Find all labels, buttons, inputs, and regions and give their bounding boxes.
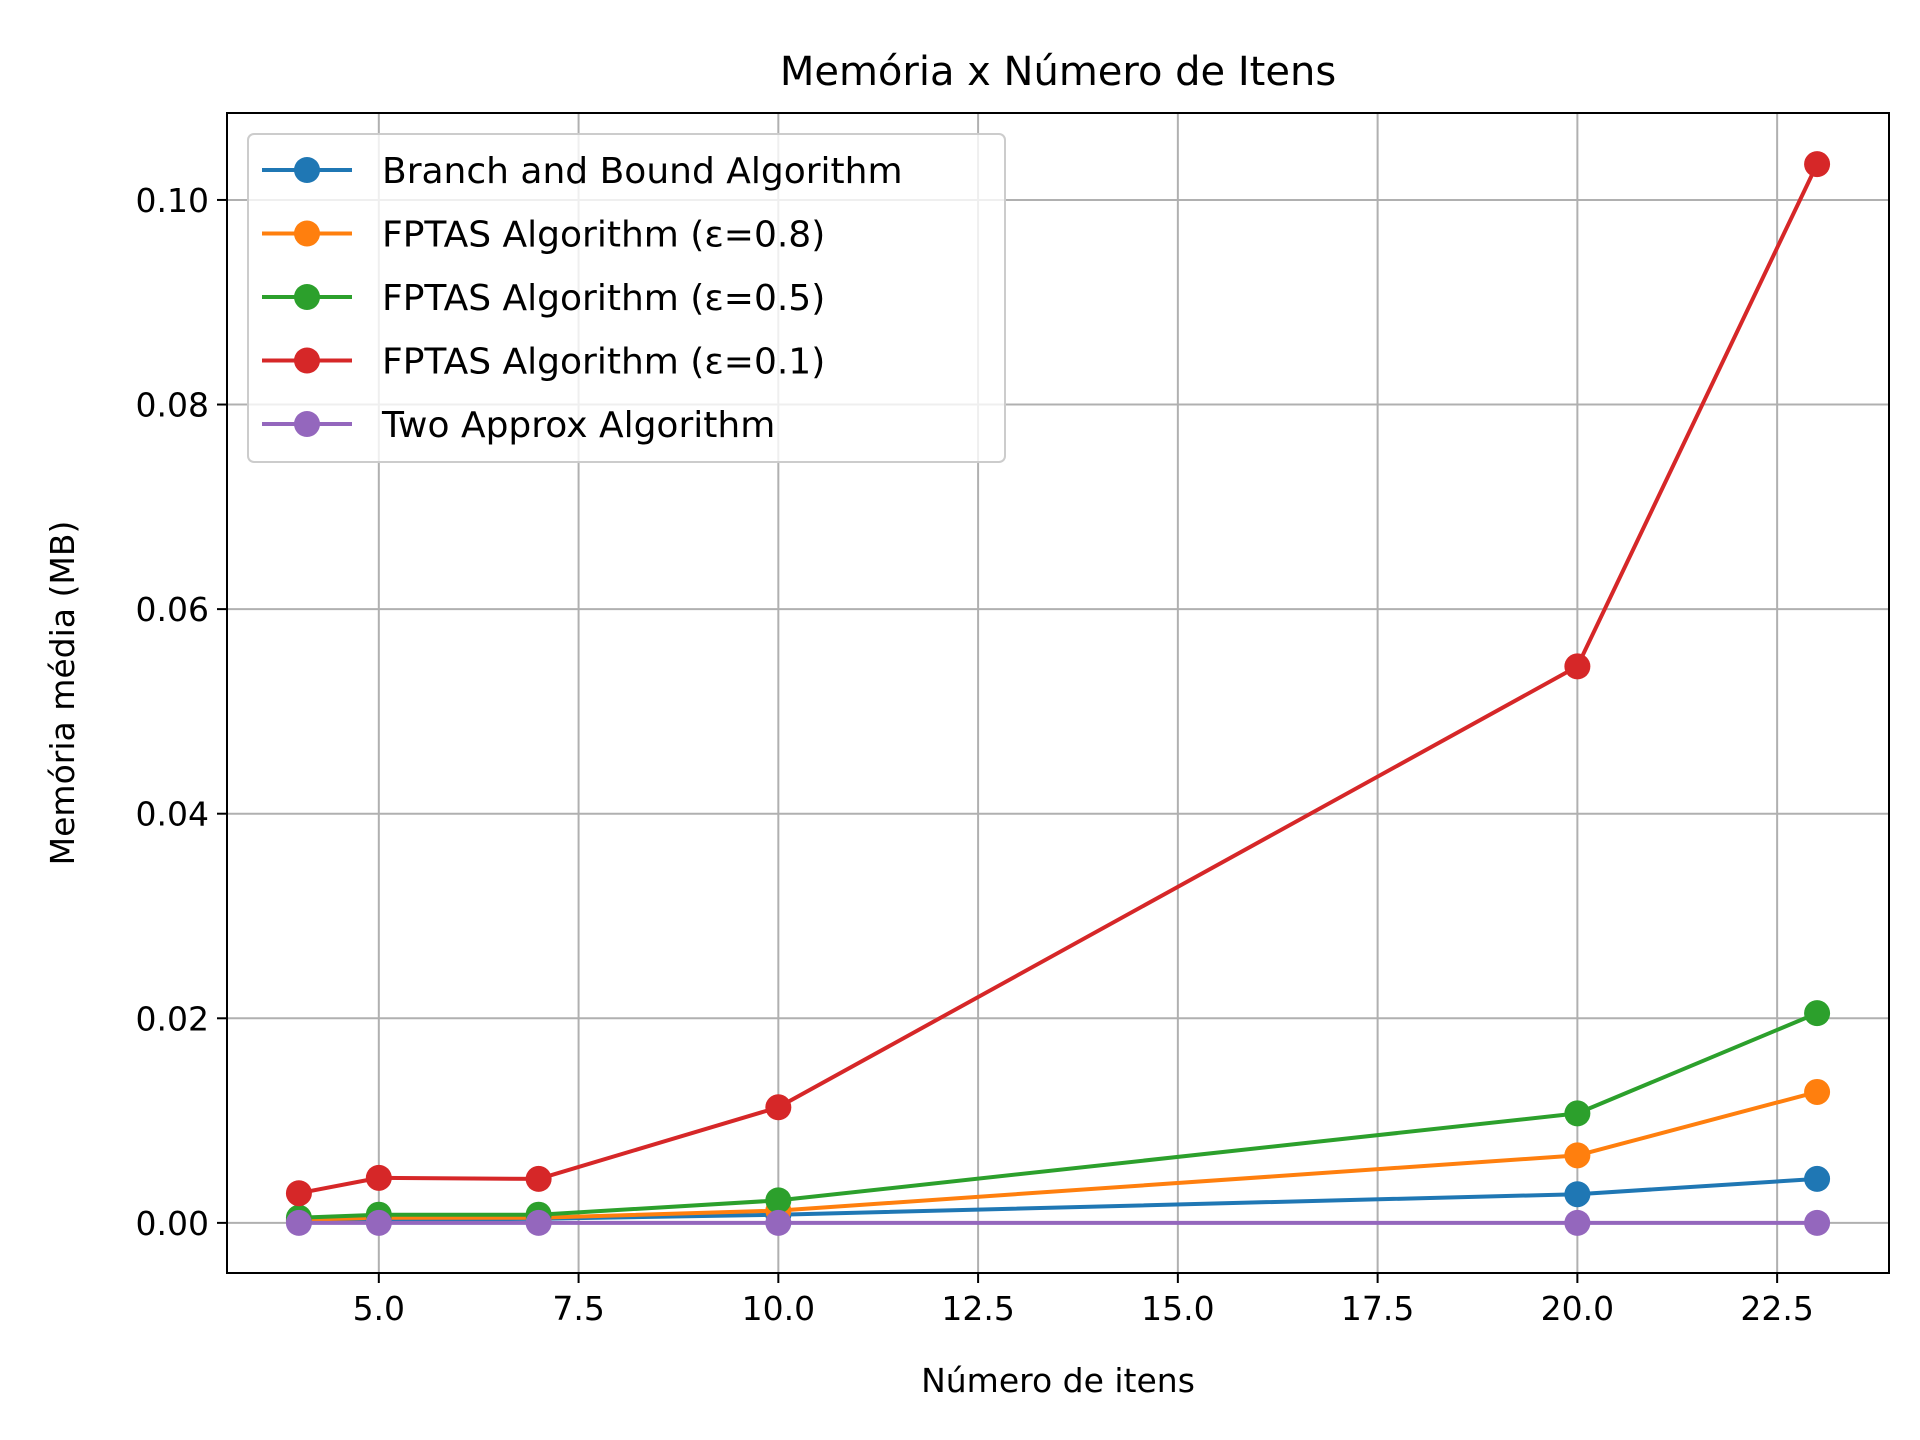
data-point [1804,1000,1831,1027]
data-point [1564,1100,1591,1127]
x-tick-label: 12.5 [941,1289,1014,1328]
y-tick-label: 0.08 [136,386,209,425]
y-tick-label: 0.00 [136,1204,209,1243]
x-axis-title: Número de itens [921,1361,1195,1400]
legend-swatch-marker [294,347,320,374]
legend-frame [247,133,1006,463]
data-point [765,1209,792,1236]
y-axis-title: Memória média (MB) [43,521,82,866]
x-tick-label: 20.0 [1541,1289,1614,1328]
x-tick-label: 5.0 [353,1289,405,1328]
data-point [1804,151,1831,178]
x-tick-label: 15.0 [1141,1289,1214,1328]
y-tick-label: 0.10 [136,181,209,220]
series-markers [285,151,1831,1236]
legend-label: FPTAS Algorithm (ε=0.8) [382,215,825,256]
x-tick-label: 22.5 [1740,1289,1813,1328]
series-lines [298,163,1819,1225]
data-point [365,1209,392,1236]
data-point [1564,1142,1591,1169]
legend-swatch-marker [294,284,320,310]
y-tick-label: 0.04 [136,795,209,834]
legend-label: FPTAS Algorithm (ε=0.1) [382,342,825,383]
legend-swatch-marker [294,157,320,183]
plot-frame [226,112,1890,1274]
y-tick-label: 0.06 [136,590,209,629]
data-point [765,1187,792,1214]
x-tick-label: 10.0 [742,1289,815,1328]
legend-label: FPTAS Algorithm (ε=0.5) [382,278,825,319]
data-point [285,1180,312,1207]
x-tick-label: 7.5 [552,1289,604,1328]
x-axis-ticks: 5.0 7.5 10.0 12.5 15.0 17.5 20.0 22.5 [353,1273,1814,1328]
legend: Branch and Bound Algorithm FPTAS Algorith… [247,133,1006,463]
x-tick-label: 17.5 [1341,1289,1414,1328]
legend-label: Branch and Bound Algorithm [382,151,903,192]
y-tick-label: 0.02 [136,999,209,1038]
data-point [365,1164,392,1191]
chart-title: Memória x Número de Itens [780,49,1336,95]
series-line-4 [298,163,1819,1196]
series-line-3 [298,1011,1818,1220]
y-axis-ticks: 0.00 0.02 0.04 0.06 0.08 0.10 [136,181,227,1243]
legend-swatch-marker [294,411,320,437]
data-point [525,1209,552,1236]
data-point [1804,1209,1831,1236]
data-point [1804,1078,1831,1105]
legend-swatch-marker [294,220,320,247]
series-line-2 [298,1089,1818,1222]
data-point [525,1165,552,1192]
data-point [1804,1165,1831,1192]
data-point [1564,1181,1591,1208]
legend-label: Two Approx Algorithm [381,405,775,446]
data-point [285,1209,312,1236]
data-point [1564,653,1591,680]
data-point [765,1094,792,1121]
data-point [1564,1209,1591,1236]
